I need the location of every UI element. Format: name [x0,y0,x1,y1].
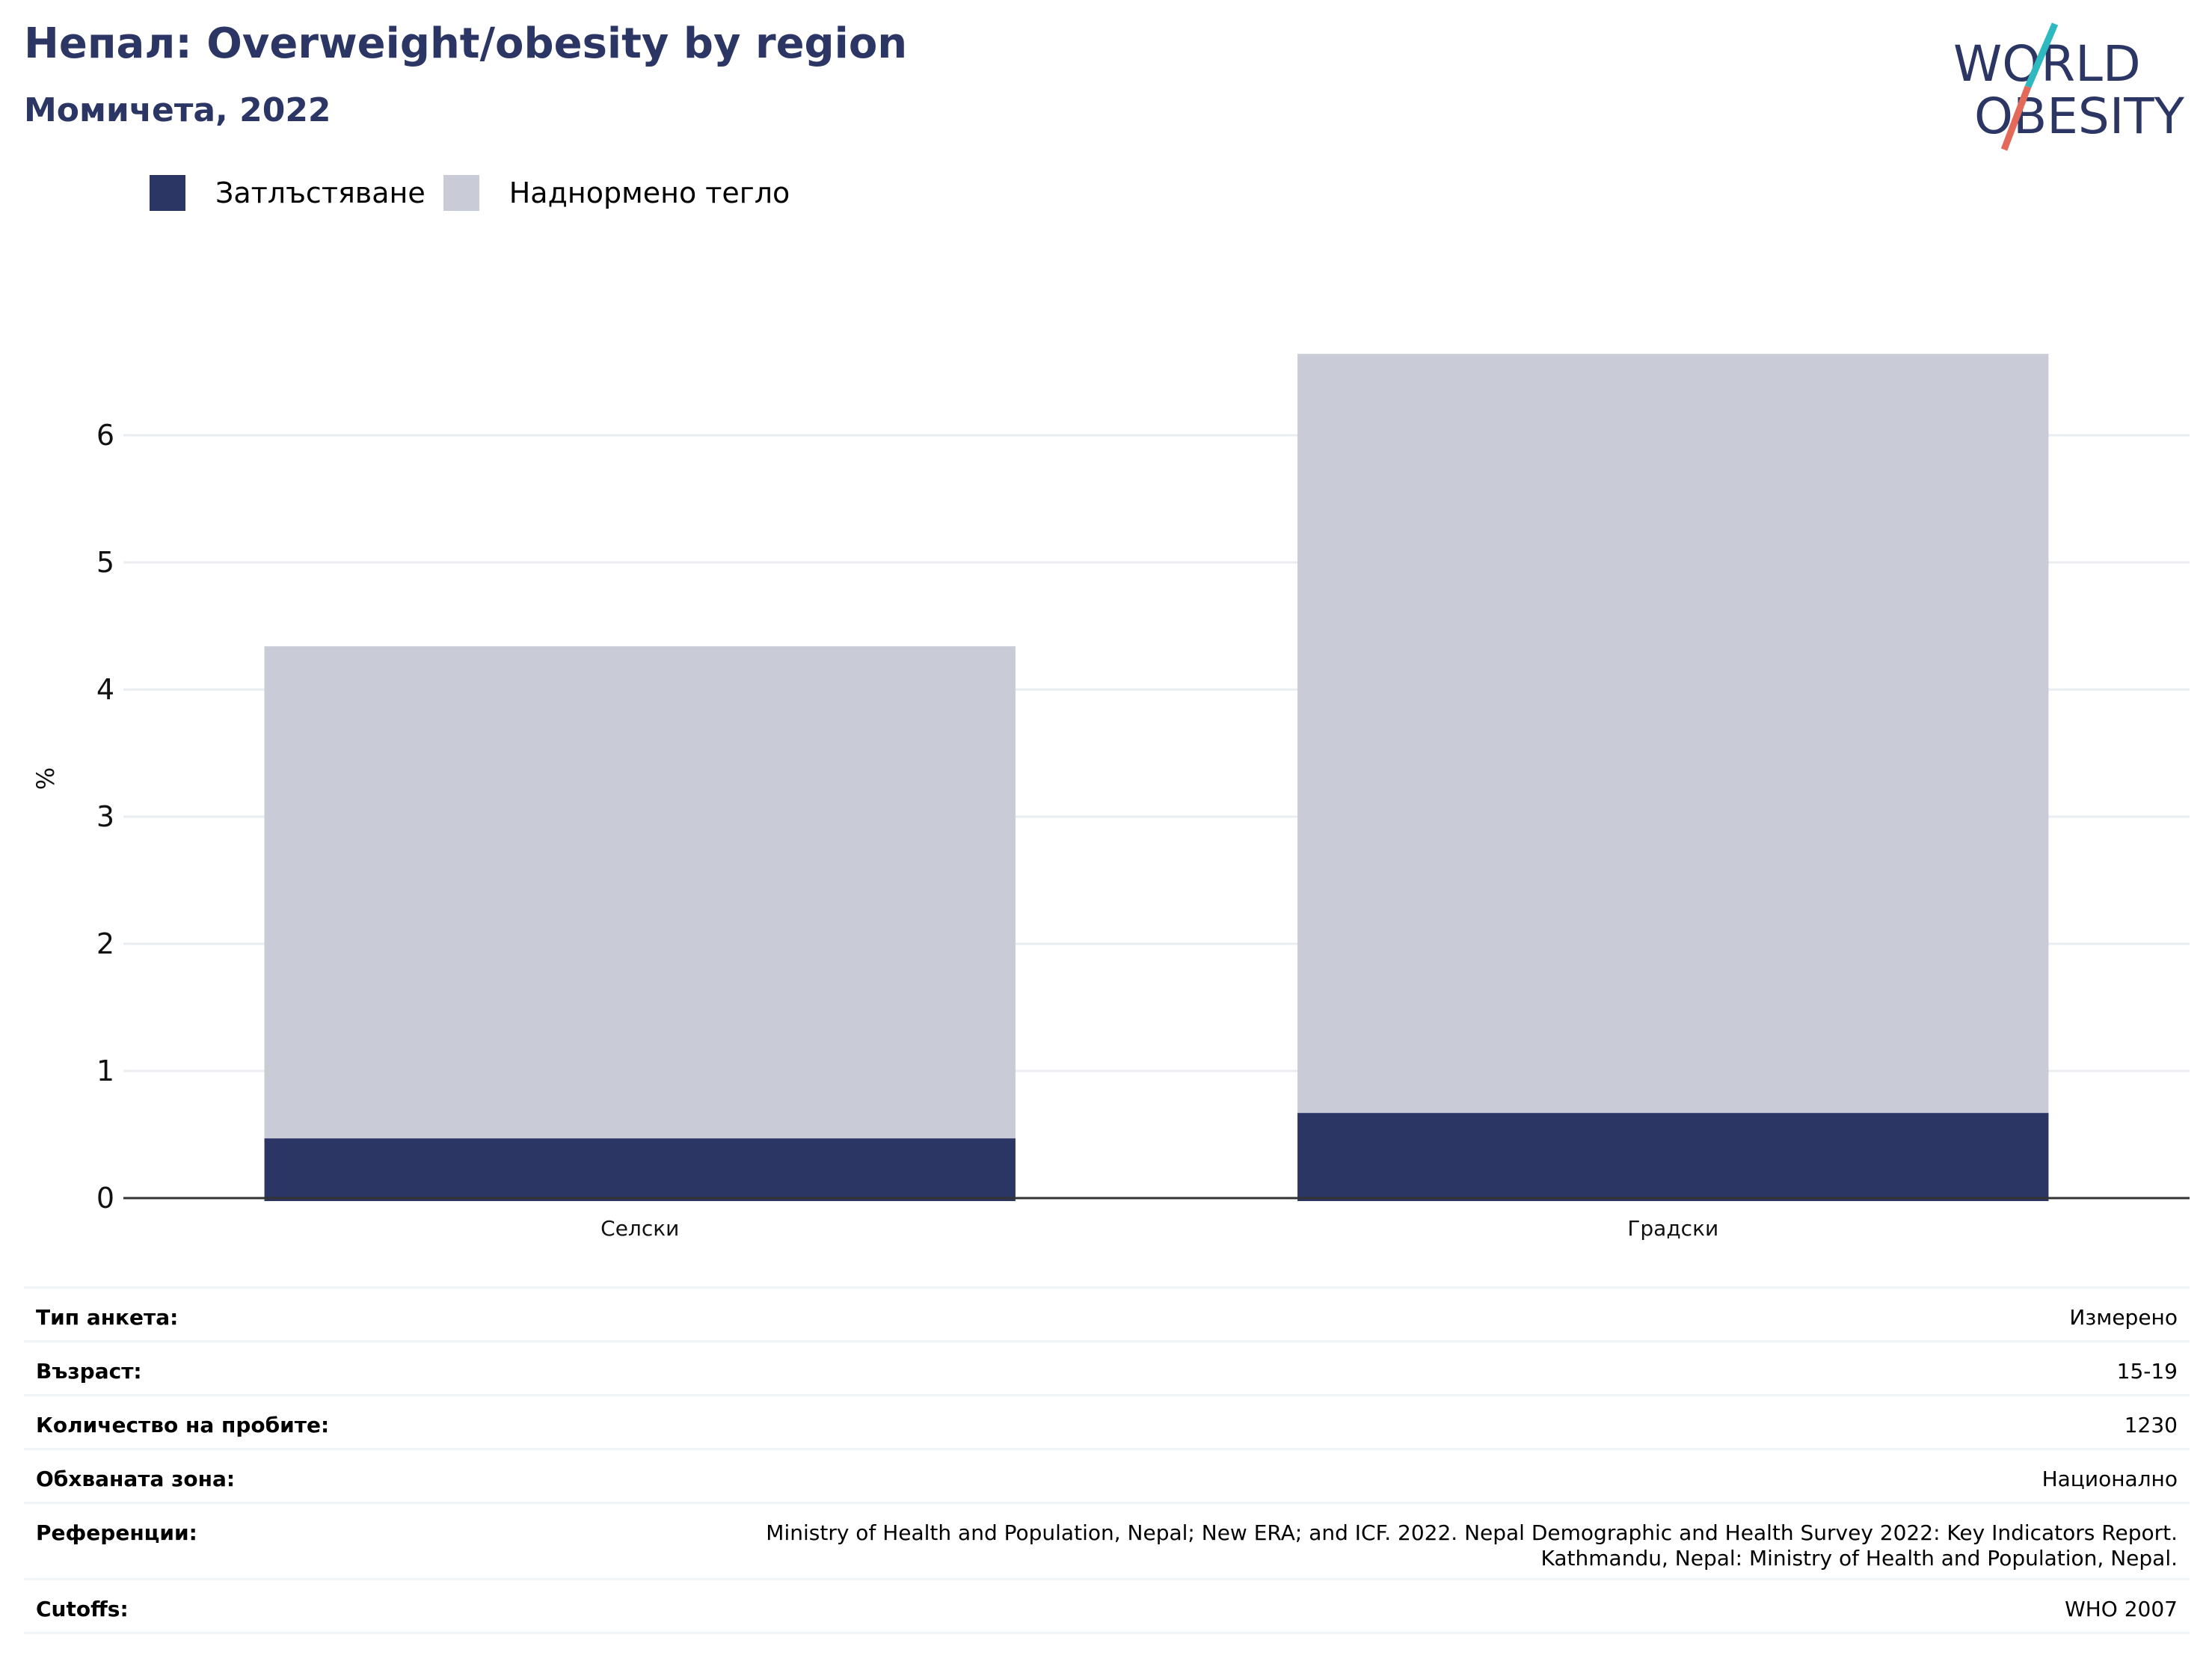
reference-line: Kathmandu, Nepal: Ministry of Health and… [1540,1546,2178,1571]
bar-overweight [264,646,1016,1139]
info-row-sample-size: Количество на пробите: 1230 [24,1396,2190,1450]
info-label: Възраст: [36,1359,142,1384]
info-value: WHO 2007 [2065,1597,2178,1621]
info-value: Измерено [2069,1305,2178,1330]
legend-item-overweight: Наднормено тегло [443,175,790,211]
info-row-survey-type: Тип анкета: Измерено [24,1289,2190,1342]
legend-swatch-obesity [150,175,185,211]
info-value: Национално [2042,1467,2178,1491]
chart-title: Непал: Overweight/obesity by region [24,19,908,68]
info-row-references: Референции: Ministry of Health and Popul… [24,1504,2190,1580]
legend-label-overweight: Наднормено тегло [509,176,790,209]
info-table: Тип анкета: Измерено Възраст: 15-19 Коли… [24,1286,2190,1634]
chart-legend: Затлъстяване Наднормено тегло [150,172,808,214]
info-label: Количество на пробите: [36,1413,330,1437]
reference-line: Ministry of Health and Population, Nepal… [766,1520,2178,1545]
bar-obesity [264,1138,1016,1201]
world-obesity-logo: WORLD OBESITY [1953,22,2185,151]
y-tick-label: 2 [96,927,114,960]
bar-overweight [1297,354,2049,1114]
info-label: Референции: [36,1520,197,1545]
info-row-cutoffs: Cutoffs: WHO 2007 [24,1580,2190,1634]
legend-label-obesity: Затлъстяване [215,176,425,209]
logo-slash-bottom [2000,85,2032,151]
chart-subtitle: Момичета, 2022 [24,91,331,129]
info-row-area-covered: Обхваната зона: Национално [24,1450,2190,1504]
info-label: Обхваната зона: [36,1467,236,1491]
y-tick-label: 3 [96,800,114,833]
bar-chart: 0 1 2 3 4 5 6% Селски Градски [31,354,2190,1241]
x-tick-label: Градски [1627,1216,1718,1241]
info-label: Тип анкета: [36,1305,179,1330]
info-value: 1230 [2124,1413,2178,1437]
y-tick-label: 1 [96,1055,114,1087]
info-label: Cutoffs: [36,1597,129,1621]
info-value: 15-19 [2116,1359,2178,1384]
y-tick-label: 6 [96,419,114,452]
bar-obesity [1297,1113,2049,1201]
info-row-age: Възраст: 15-19 [24,1342,2190,1396]
legend-item-obesity: Затлъстяване [150,175,425,211]
legend-swatch-overweight [443,175,479,211]
y-axis-label: % [31,767,60,790]
y-tick-label: 0 [96,1182,114,1215]
y-tick-label: 4 [96,673,114,706]
logo-slash-top [2024,22,2059,88]
x-tick-label: Селски [600,1216,679,1241]
info-value: Ministry of Health and Population, Nepal… [766,1520,2178,1571]
y-tick-label: 5 [96,546,114,579]
